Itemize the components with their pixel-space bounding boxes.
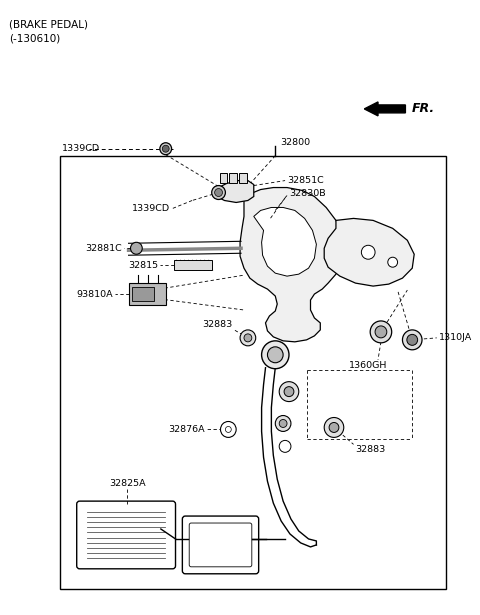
Circle shape <box>212 186 226 199</box>
Text: (BRAKE PEDAL): (BRAKE PEDAL) <box>9 19 88 30</box>
Circle shape <box>279 419 287 427</box>
Circle shape <box>226 426 231 432</box>
Text: FR.: FR. <box>411 103 434 116</box>
FancyBboxPatch shape <box>182 516 259 574</box>
Text: 32883: 32883 <box>356 445 386 454</box>
FancyBboxPatch shape <box>189 523 252 567</box>
Bar <box>132 287 154 301</box>
Circle shape <box>370 321 392 343</box>
Text: 32851C: 32851C <box>287 176 324 185</box>
Circle shape <box>279 440 291 453</box>
Text: 32825A: 32825A <box>109 478 145 488</box>
Bar <box>219 173 228 183</box>
Circle shape <box>388 257 397 267</box>
Circle shape <box>262 341 289 369</box>
Circle shape <box>284 387 294 397</box>
Text: 93810A: 93810A <box>76 290 113 298</box>
Text: 32815: 32815 <box>128 261 158 270</box>
Circle shape <box>267 347 283 363</box>
Bar <box>229 173 237 183</box>
FancyBboxPatch shape <box>77 501 176 569</box>
Text: 1339CD: 1339CD <box>132 204 169 213</box>
Circle shape <box>215 189 222 197</box>
Text: 32830B: 32830B <box>289 189 325 198</box>
Circle shape <box>160 143 171 155</box>
Text: 1339CD: 1339CD <box>62 145 100 153</box>
Circle shape <box>162 145 169 152</box>
Bar <box>60 156 446 589</box>
Text: (-130610): (-130610) <box>9 33 60 43</box>
Circle shape <box>220 421 236 437</box>
Circle shape <box>407 335 418 346</box>
Polygon shape <box>324 218 414 286</box>
Circle shape <box>279 382 299 402</box>
Circle shape <box>244 334 252 342</box>
Bar <box>129 283 166 305</box>
Text: 1310JA: 1310JA <box>439 333 472 343</box>
Polygon shape <box>254 207 316 276</box>
Circle shape <box>361 245 375 259</box>
Text: 32881C: 32881C <box>85 244 122 253</box>
Circle shape <box>276 416 291 432</box>
Circle shape <box>402 330 422 350</box>
FancyArrow shape <box>364 102 406 116</box>
Text: 32883: 32883 <box>202 320 232 330</box>
Circle shape <box>375 326 387 338</box>
Bar <box>239 173 247 183</box>
Circle shape <box>131 242 142 254</box>
Circle shape <box>324 418 344 437</box>
Text: 1360GH: 1360GH <box>348 361 387 370</box>
Circle shape <box>240 330 256 346</box>
Polygon shape <box>215 181 254 202</box>
Circle shape <box>329 423 339 432</box>
Text: 32876A: 32876A <box>168 425 205 434</box>
Bar <box>174 260 212 270</box>
Text: 32800: 32800 <box>280 138 310 147</box>
Polygon shape <box>240 188 344 342</box>
